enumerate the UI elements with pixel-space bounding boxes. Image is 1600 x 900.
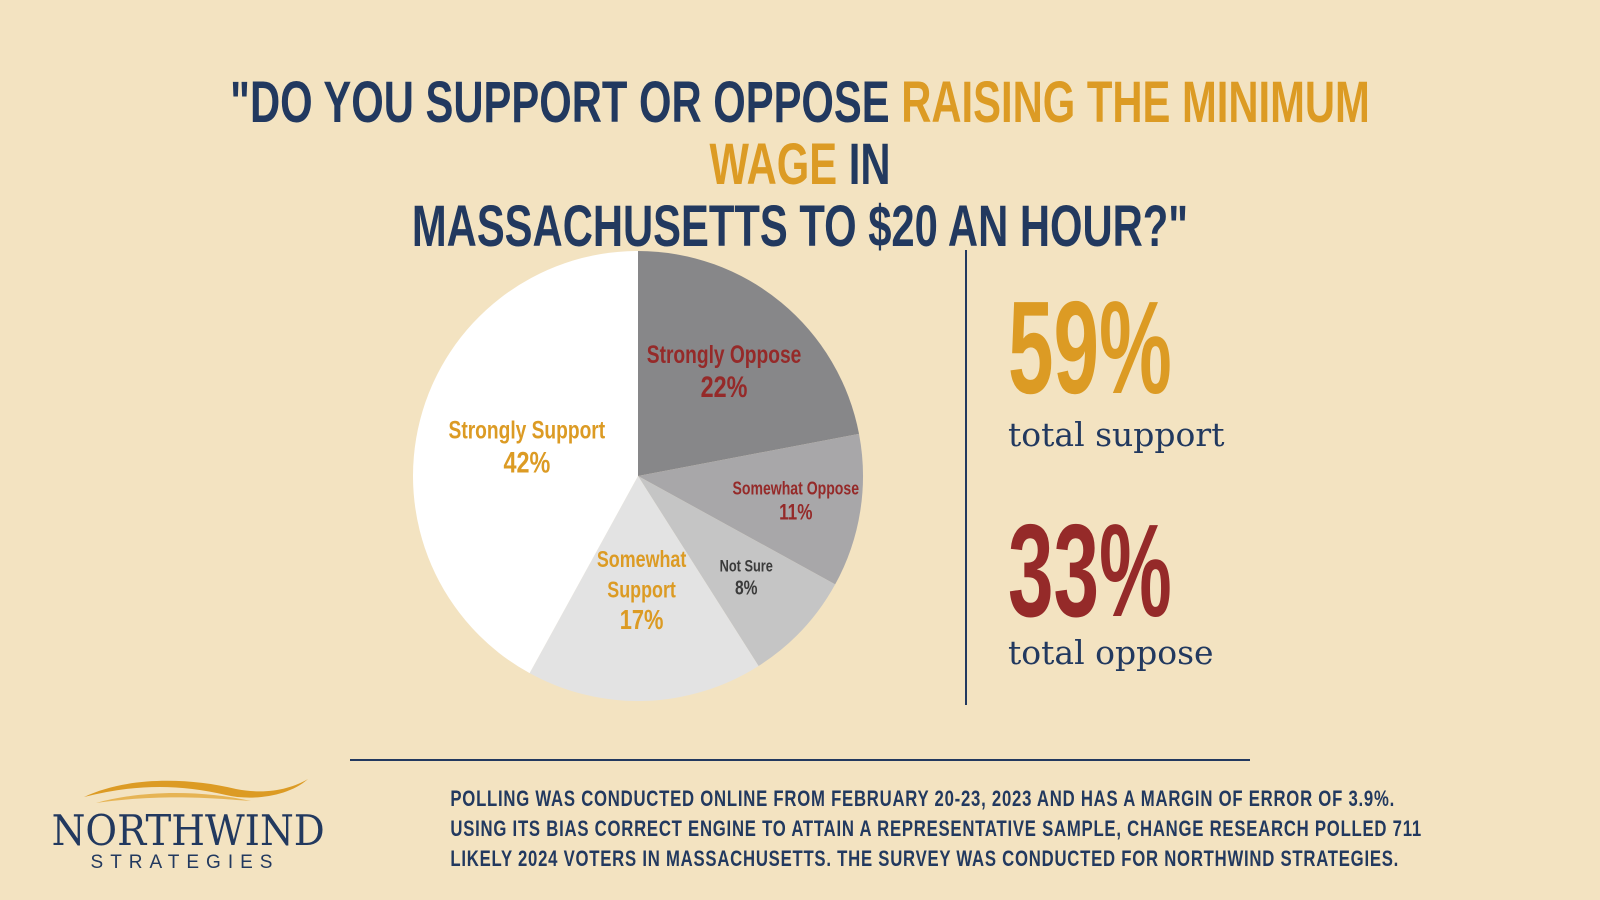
slice-name: Support — [607, 577, 676, 603]
total-support-label: total support — [1008, 415, 1225, 454]
northwind-wave-logo-icon — [84, 779, 308, 803]
slice-value: 11% — [779, 500, 813, 525]
methodology-footnote: POLLING WAS CONDUCTED ONLINE FROM FEBRUA… — [450, 784, 1422, 874]
footnote-divider — [350, 759, 1250, 761]
logo-name: NORTHWIND — [51, 806, 325, 855]
vertical-divider — [965, 250, 967, 705]
pie-slice-not-sure — [638, 476, 836, 666]
slice-value: 8% — [735, 576, 758, 598]
slice-value: 22% — [701, 370, 748, 403]
title-text-after: IN — [837, 132, 891, 197]
slice-value: 42% — [503, 446, 550, 479]
slice-name: Somewhat — [597, 547, 687, 573]
slice-name: Strongly Support — [449, 416, 606, 444]
title-line-1: "DO YOU SUPPORT OR OPPOSE RAISING THE MI… — [224, 72, 1376, 196]
slice-name: Strongly Oppose — [647, 341, 801, 369]
footnote-line-2: USING ITS BIAS CORRECT ENGINE TO ATTAIN … — [450, 816, 1422, 841]
pie-slice-somewhat-oppose — [638, 433, 863, 585]
slice-name: Somewhat Oppose — [733, 479, 860, 499]
chart-title: "DO YOU SUPPORT OR OPPOSE RAISING THE MI… — [224, 72, 1376, 258]
logo-tagline: STRATEGIES — [90, 852, 280, 873]
title-text-before: "DO YOU SUPPORT OR OPPOSE — [230, 70, 902, 135]
slice-value: 17% — [620, 605, 664, 636]
title-highlight: RAISING THE MINIMUM WAGE — [709, 70, 1370, 197]
pie-slice-strongly-support — [413, 251, 638, 674]
footnote-line-3: LIKELY 2024 VOTERS IN MASSACHUSETTS. THE… — [450, 846, 1400, 871]
pie-slice-strongly-oppose — [638, 251, 860, 476]
title-line-2: MASSACHUSETTS TO $20 AN HOUR?" — [411, 194, 1189, 259]
total-oppose-value: 33% — [1008, 497, 1172, 644]
footnote-line-1: POLLING WAS CONDUCTED ONLINE FROM FEBRUA… — [450, 786, 1396, 811]
total-oppose-label: total oppose — [1008, 633, 1214, 672]
slice-name: Not Sure — [720, 558, 773, 576]
pie-slice-somewhat-support — [529, 476, 759, 701]
total-support-value: 59% — [1008, 274, 1172, 421]
